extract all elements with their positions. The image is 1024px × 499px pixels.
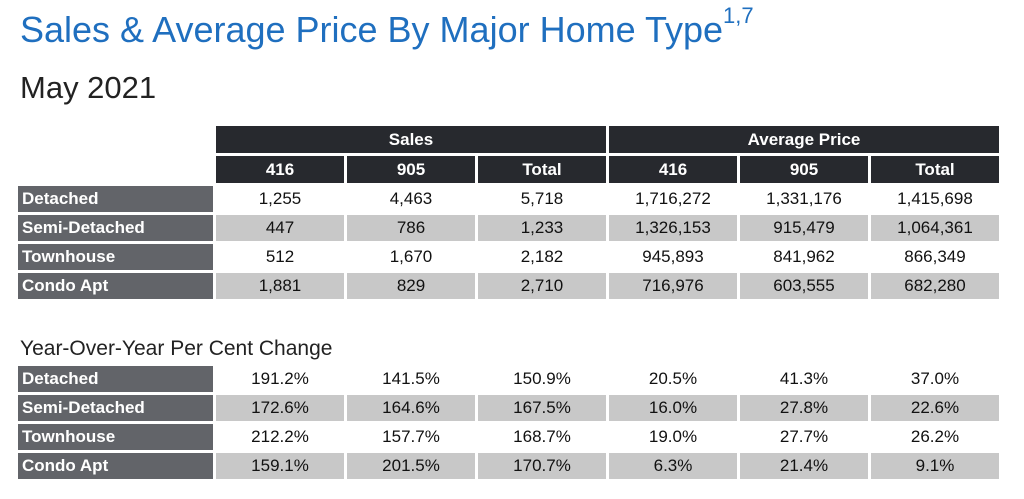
yoy-section-title: Year-Over-Year Per Cent Change [20,337,333,360]
table-row: Detached 191.2% 141.5% 150.9% 20.5% 41.3% 37.0… [18,366,999,392]
table-row: Semi-Detached 172.6% 164.6% 167.5% 16.0% 27.8… [18,395,999,421]
corner-blank [18,126,213,153]
column-header: 416 [216,156,344,183]
table-cell: 4,463 [347,186,475,212]
table-cell: 1,415,698 [871,186,999,212]
table-cell: 150.9% [478,366,606,392]
table-cell: 682,280 [871,273,999,299]
table-row: Detached 1,255 4,463 5,718 1,716,272 1,331,17… [18,186,999,212]
sales-price-table: Sales Average Price 416 905 Total 416 90… [15,123,1002,302]
table-cell: 512 [216,244,344,270]
table-cell: 26.2% [871,424,999,450]
table-cell: 447 [216,215,344,241]
table-row: Semi-Detached 447 786 1,233 1,326,153 915,479… [18,215,999,241]
page-title-text: Sales & Average Price By Major Home Type [20,9,724,50]
table-cell: 167.5% [478,395,606,421]
table-cell: 1,255 [216,186,344,212]
table-cell: 1,670 [347,244,475,270]
table-cell: 41.3% [740,366,868,392]
table-cell: 1,326,153 [609,215,737,241]
table-row: Townhouse 212.2% 157.7% 168.7% 19.0% 27.7% 26.… [18,424,999,450]
table-cell: 141.5% [347,366,475,392]
table-cell: 2,182 [478,244,606,270]
column-header: 905 [347,156,475,183]
row-label: Semi-Detached [18,215,213,241]
table-cell: 157.7% [347,424,475,450]
row-label: Semi-Detached [18,395,213,421]
column-header: Total [871,156,999,183]
column-header: 905 [740,156,868,183]
table-cell: 164.6% [347,395,475,421]
table-cell: 1,716,272 [609,186,737,212]
table-cell: 16.0% [609,395,737,421]
table-cell: 19.0% [609,424,737,450]
table-cell: 37.0% [871,366,999,392]
table-cell: 27.7% [740,424,868,450]
table-cell: 1,064,361 [871,215,999,241]
table-cell: 1,331,176 [740,186,868,212]
table-cell: 9.1% [871,453,999,479]
row-label: Townhouse [18,424,213,450]
row-label: Townhouse [18,244,213,270]
table-cell: 170.7% [478,453,606,479]
row-label: Detached [18,366,213,392]
table-cell: 168.7% [478,424,606,450]
table-row: Condo Apt 1,881 829 2,710 716,976 603,555 682,… [18,273,999,299]
table-cell: 1,233 [478,215,606,241]
row-label: Condo Apt [18,453,213,479]
table-row: Townhouse 512 1,670 2,182 945,893 841,962 866,… [18,244,999,270]
page-subtitle: May 2021 [20,70,157,105]
row-label: Condo Apt [18,273,213,299]
table-cell: 5,718 [478,186,606,212]
table-cell: 603,555 [740,273,868,299]
table-cell: 159.1% [216,453,344,479]
column-header: 416 [609,156,737,183]
table-cell: 915,479 [740,215,868,241]
table-cell: 20.5% [609,366,737,392]
table-cell: 212.2% [216,424,344,450]
table-cell: 716,976 [609,273,737,299]
table-cell: 22.6% [871,395,999,421]
table-cell: 172.6% [216,395,344,421]
table-cell: 945,893 [609,244,737,270]
table-cell: 191.2% [216,366,344,392]
row-label: Detached [18,186,213,212]
title-footnote: 1,7 [723,3,754,28]
page-title: Sales & Average Price By Major Home Type… [20,3,754,51]
table-cell: 21.4% [740,453,868,479]
table-cell: 829 [347,273,475,299]
table-cell: 2,710 [478,273,606,299]
table-cell: 27.8% [740,395,868,421]
table-cell: 6.3% [609,453,737,479]
corner-blank [18,156,213,183]
table-row: Condo Apt 159.1% 201.5% 170.7% 6.3% 21.4% 9.1% [18,453,999,479]
group-header-sales: Sales [216,126,606,153]
column-header: Total [478,156,606,183]
table-cell: 786 [347,215,475,241]
group-header-average-price: Average Price [609,126,999,153]
yoy-change-table: Detached 191.2% 141.5% 150.9% 20.5% 41.3% 37.0… [15,363,1002,482]
table-cell: 841,962 [740,244,868,270]
table-cell: 1,881 [216,273,344,299]
table-cell: 201.5% [347,453,475,479]
table-cell: 866,349 [871,244,999,270]
